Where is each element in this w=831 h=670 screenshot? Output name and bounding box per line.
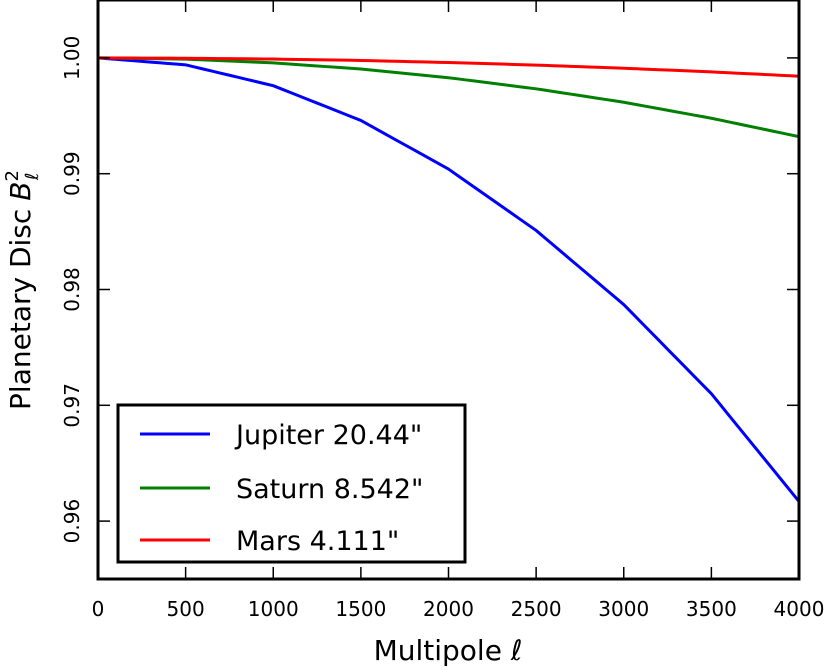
svg-text:Planetary DiscB2ℓ: Planetary Disc B2ℓ bbox=[2, 170, 43, 410]
y-axis-label-symbol: B bbox=[4, 181, 37, 200]
x-tick-label: 2500 bbox=[511, 597, 562, 621]
y-tick-label: 0.99 bbox=[60, 151, 84, 196]
legend-label: Mars 4.111" bbox=[236, 526, 399, 557]
series-line-2 bbox=[97, 56, 800, 78]
y-axis-label-group: Planetary Disc B2ℓ bbox=[2, 170, 43, 410]
series-line-1 bbox=[97, 56, 800, 139]
y-tick-label: 1.00 bbox=[60, 36, 84, 81]
x-tick-label: 3500 bbox=[686, 597, 737, 621]
series-line-0 bbox=[97, 56, 801, 503]
x-tick-label: 1000 bbox=[248, 597, 299, 621]
y-tick-label: 0.97 bbox=[60, 383, 84, 428]
y-axis-label: Planetary Disc bbox=[4, 209, 37, 410]
x-tick-label: 500 bbox=[167, 597, 205, 621]
x-axis-label: Multipole ℓ bbox=[374, 634, 523, 667]
x-tick-label: 0 bbox=[92, 597, 105, 621]
x-tick-labels: 0 500 1000 1500 2000 2500 3000 3500 4000 bbox=[92, 597, 825, 621]
legend-label: Jupiter 20.44" bbox=[234, 420, 422, 451]
y-axis-label-superscript: 2 bbox=[2, 170, 23, 181]
legend-box bbox=[116, 403, 467, 564]
x-tick-label: 3000 bbox=[598, 597, 649, 621]
legend: Jupiter 20.44" Saturn 8.542" Mars 4.111" bbox=[116, 403, 467, 564]
x-tick-label: 4000 bbox=[774, 597, 825, 621]
ticks bbox=[97, 0, 800, 579]
x-tick-label: 2000 bbox=[423, 597, 474, 621]
y-tick-label: 0.98 bbox=[60, 267, 84, 312]
plot-frame bbox=[96, 0, 801, 581]
x-tick-label: 1500 bbox=[335, 597, 386, 621]
legend-label: Saturn 8.542" bbox=[236, 474, 423, 505]
y-tick-label: 0.96 bbox=[60, 499, 84, 544]
y-axis-label-subscript: ℓ bbox=[22, 173, 43, 181]
series-lines bbox=[97, 56, 801, 503]
y-tick-labels: 0.96 0.97 0.98 0.99 1.00 bbox=[60, 36, 84, 544]
